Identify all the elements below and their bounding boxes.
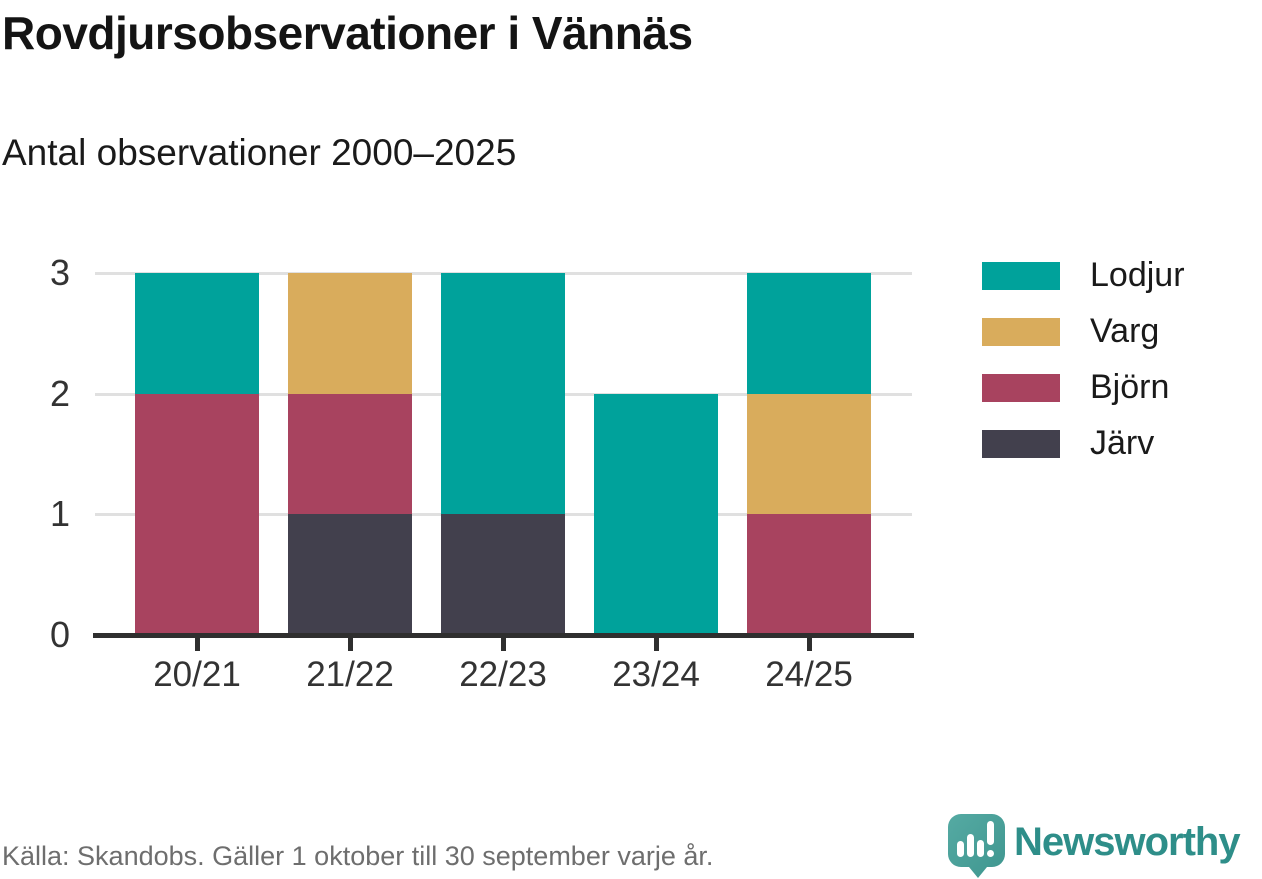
x-tick-23/24 — [653, 638, 659, 651]
bar-20/21-lodjur — [135, 272, 259, 394]
source-text: Källa: Skandobs. Gäller 1 oktober till 3… — [2, 841, 714, 871]
bar-21/22-varg — [288, 272, 412, 394]
x-tick-20/21 — [194, 638, 200, 651]
y-axis-label-2: 2 — [49, 372, 70, 414]
legend-swatch-varg — [982, 318, 1060, 346]
legend-label-lodjur: Lodjur — [1090, 256, 1185, 294]
x-tick-24/25 — [806, 638, 812, 651]
bar-22/23-lodjur — [441, 272, 565, 515]
legend-swatch-lodjur — [982, 262, 1060, 290]
bar-22/23-järv — [441, 514, 565, 635]
chart-subtitle: Antal observationer 2000–2025 — [2, 132, 517, 173]
bar-21/22-björn — [288, 393, 412, 515]
chart-title: Rovdjursobservationer i Vännäs — [2, 7, 693, 59]
legend-label-björn: Björn — [1090, 368, 1170, 406]
bar-24/25-björn — [747, 514, 871, 635]
x-axis-label-21/22: 21/22 — [306, 655, 394, 694]
x-axis-label-23/24: 23/24 — [612, 655, 700, 694]
x-axis-label-22/23: 22/23 — [459, 655, 547, 694]
bar-23/24-lodjur — [594, 393, 718, 635]
legend-swatch-järv — [982, 430, 1060, 458]
x-tick-22/23 — [500, 638, 506, 651]
x-axis-label-20/21: 20/21 — [153, 655, 241, 694]
x-axis-line — [93, 633, 914, 638]
legend-swatch-björn — [982, 374, 1060, 402]
legend-label-varg: Varg — [1090, 312, 1160, 350]
bar-24/25-varg — [747, 393, 871, 515]
x-axis-label-24/25: 24/25 — [765, 655, 853, 694]
newsworthy-logo: Newsworthy — [948, 812, 1262, 879]
bar-21/22-järv — [288, 514, 412, 635]
newsworthy-wordmark: Newsworthy — [1014, 820, 1241, 864]
newsworthy-bubble-chart-icon — [948, 814, 1005, 878]
bar-20/21-björn — [135, 393, 259, 635]
bar-24/25-lodjur — [747, 272, 871, 394]
x-tick-21/22 — [347, 638, 353, 651]
y-axis-label-3: 3 — [49, 251, 70, 293]
y-axis-label-1: 1 — [49, 493, 70, 535]
legend-label-järv: Järv — [1090, 424, 1155, 462]
y-axis-label-0: 0 — [49, 614, 70, 655]
